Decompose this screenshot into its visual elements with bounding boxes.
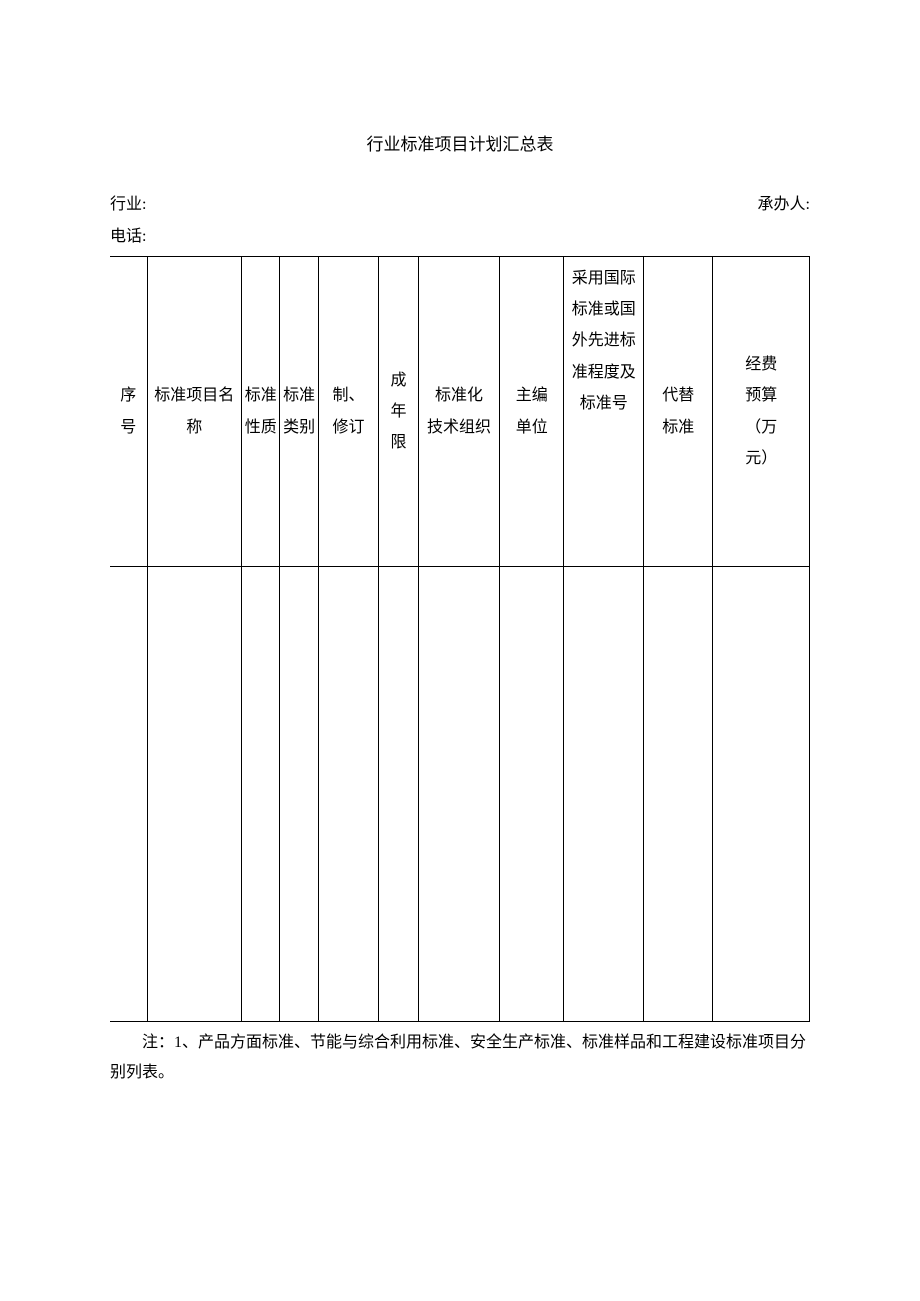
table-body xyxy=(110,567,810,1022)
col-header-budget: 经费预算（万元） xyxy=(713,257,810,567)
header-line: 成 xyxy=(391,365,407,396)
header-line: 标准 xyxy=(662,412,694,443)
cell xyxy=(713,567,810,1022)
header-line: （万 xyxy=(745,412,777,443)
header-line: 标准化 xyxy=(435,380,483,411)
col-header-seq: 序号 xyxy=(110,257,147,567)
header-line: 年 xyxy=(391,396,407,427)
col-header-std-category: 标准类别 xyxy=(280,257,318,567)
col-header-std-org: 标准化技术组织 xyxy=(418,257,499,567)
header-line: 限 xyxy=(391,427,407,458)
col-header-chief-unit: 主编单位 xyxy=(500,257,564,567)
header-line: 采用国际 xyxy=(572,263,636,294)
header-line: 标准项目名 xyxy=(154,380,234,411)
phone-label: 电话: xyxy=(110,228,146,245)
meta-row-2: 电话: xyxy=(110,222,810,246)
cell xyxy=(241,567,279,1022)
header-line: 序 xyxy=(120,380,136,411)
header-line: 标准 xyxy=(245,380,277,411)
agent-label: 承办人: xyxy=(758,190,810,214)
header-line: 制、 xyxy=(332,380,364,411)
cell xyxy=(564,567,644,1022)
cell xyxy=(280,567,318,1022)
table-header-row: 序号 标准项目名称 标准性质 标准类别 制、修订 成年限 标准化技术组织 主编单… xyxy=(110,257,810,567)
header-line: 单位 xyxy=(516,412,548,443)
header-line: 代替 xyxy=(662,380,694,411)
cell xyxy=(644,567,713,1022)
table-row xyxy=(110,567,810,1022)
col-header-draft-revise: 制、修订 xyxy=(318,257,378,567)
cell xyxy=(110,567,147,1022)
header-line: 标准号 xyxy=(580,388,628,419)
cell xyxy=(147,567,241,1022)
col-header-project-name: 标准项目名称 xyxy=(147,257,241,567)
header-line: 预算 xyxy=(745,380,777,411)
footnote: 注：1、产品方面标准、节能与综合利用标准、安全生产标准、标准样品和工程建设标准项… xyxy=(110,1028,810,1087)
col-header-replace-std: 代替标准 xyxy=(644,257,713,567)
header-line: 外先进标 xyxy=(572,325,636,356)
header-line: 号 xyxy=(120,412,136,443)
header-line: 称 xyxy=(186,412,202,443)
header-line: 元） xyxy=(745,443,777,474)
industry-label: 行业: xyxy=(110,190,146,214)
header-line: 标准 xyxy=(283,380,315,411)
header-line: 准程度及 xyxy=(572,357,636,388)
meta-row-1: 行业: 承办人: xyxy=(110,190,810,214)
summary-table: 序号 标准项目名称 标准性质 标准类别 制、修订 成年限 标准化技术组织 主编单… xyxy=(110,256,810,1022)
col-header-year: 成年限 xyxy=(379,257,419,567)
cell xyxy=(318,567,378,1022)
document-title: 行业标准项目计划汇总表 xyxy=(110,130,810,155)
header-line: 修订 xyxy=(332,412,364,443)
header-line: 性质 xyxy=(245,412,277,443)
cell xyxy=(500,567,564,1022)
cell xyxy=(418,567,499,1022)
header-line: 技术组织 xyxy=(427,412,491,443)
header-line: 经费 xyxy=(745,349,777,380)
col-header-intl-std: 采用国际标准或国外先进标准程度及标准号 xyxy=(564,257,644,567)
cell xyxy=(379,567,419,1022)
col-header-std-nature: 标准性质 xyxy=(241,257,279,567)
header-line: 主编 xyxy=(516,380,548,411)
header-line: 类别 xyxy=(283,412,315,443)
header-line: 标准或国 xyxy=(572,294,636,325)
